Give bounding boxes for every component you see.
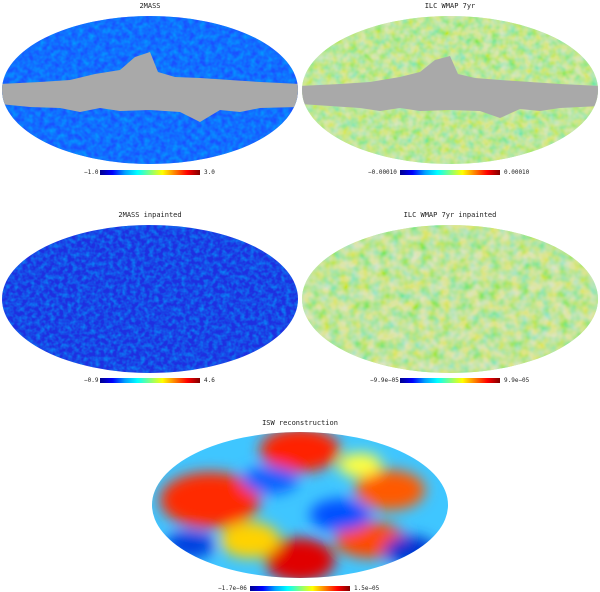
colorbar-min-isw-reconstruction: −1.7e−06 [218,585,247,592]
galactic-mask [2,52,298,122]
colorbar-max-2mass: 3.0 [204,169,215,176]
map-title-isw-reconstruction: ISW reconstruction [262,419,338,427]
colorbar-min-2mass: −1.0 [84,169,99,176]
sky-map-ilc-wmap-inpainted [302,225,598,373]
map-title-2mass-inpainted: 2MASS inpainted [118,211,182,219]
sky-map-ilc-wmap [302,16,598,164]
colorbar-2mass [100,170,200,175]
colorbar-max-ilc-wmap-inpainted: 9.9e−05 [504,377,530,384]
colorbar-ilc-wmap [400,170,500,175]
colorbar-min-2mass-inpainted: −0.9 [84,377,99,384]
colorbar-min-ilc-wmap: −0.00010 [368,169,397,176]
sky-map-isw-reconstruction [152,432,448,578]
sky-map-2mass-inpainted [2,225,298,373]
colorbar-ilc-wmap-inpainted [400,378,500,383]
colorbar-isw-reconstruction [250,586,350,591]
colorbar-max-isw-reconstruction: 1.5e−05 [354,585,380,592]
map-title-ilc-wmap-inpainted: ILC WMAP 7yr inpainted [403,211,497,219]
sky-map-2mass [2,16,298,164]
colorbar-min-ilc-wmap-inpainted: −9.9e−05 [370,377,399,384]
colorbar-max-ilc-wmap: 0.00010 [504,169,530,176]
map-title-2mass: 2MASS [139,2,161,10]
galactic-mask [302,56,598,118]
colorbar-max-2mass-inpainted: 4.6 [204,377,215,384]
map-title-ilc-wmap: ILC WMAP 7yr [424,2,476,10]
colorbar-2mass-inpainted [100,378,200,383]
